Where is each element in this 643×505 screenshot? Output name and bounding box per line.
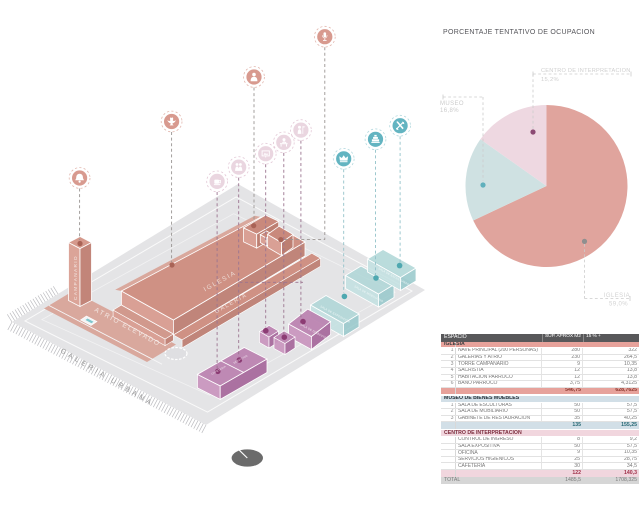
svg-text:MUSEO: MUSEO xyxy=(440,101,464,107)
svg-text:IGLESIA: IGLESIA xyxy=(604,293,630,299)
svg-text:15,2%: 15,2% xyxy=(541,77,559,83)
svg-text:PORCENTAJE TENTATIVO DE OCUPAC: PORCENTAJE TENTATIVO DE OCUPACION xyxy=(443,29,595,36)
svg-text:16,8%: 16,8% xyxy=(440,108,459,114)
svg-text:CENTRO DE INTERPRETACION: CENTRO DE INTERPRETACION xyxy=(541,68,631,74)
svg-text:CAFETERIA: CAFETERIA xyxy=(211,364,227,376)
svg-text:CAMPANARIO: CAMPANARIO xyxy=(73,255,79,300)
svg-text:59,0%: 59,0% xyxy=(609,302,628,308)
svg-text:SERVICIOS: SERVICIOS xyxy=(233,354,249,365)
